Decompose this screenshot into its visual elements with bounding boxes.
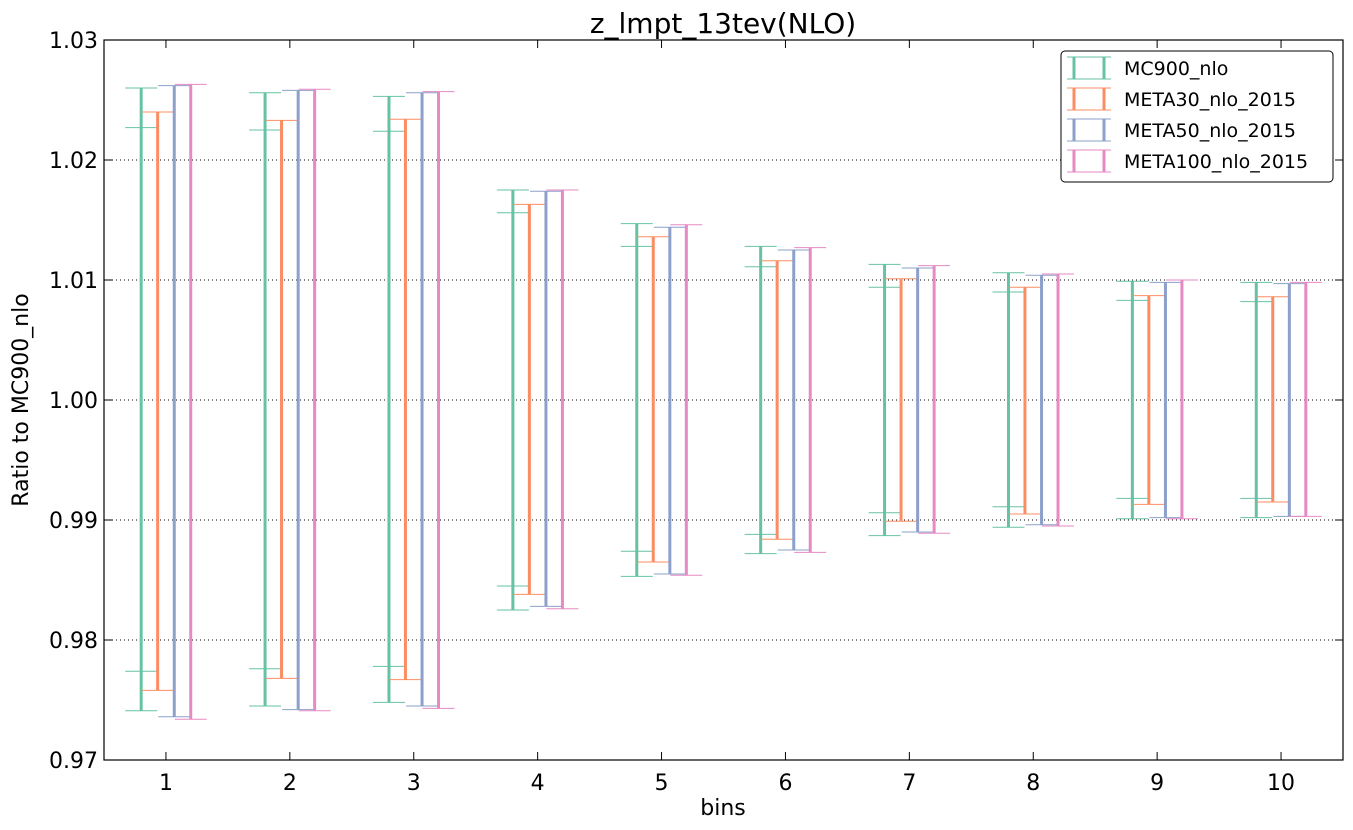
error-bar <box>125 87 158 712</box>
legend-label: MC900_nlo <box>1124 58 1228 80</box>
error-bar <box>777 249 810 551</box>
error-bar <box>992 272 1025 528</box>
error-bar <box>1042 273 1075 527</box>
legend: MC900_nlo META30_nlo_2015 META50_nlo_2015 M… <box>1060 50 1334 183</box>
error-bars <box>125 83 1322 720</box>
error-bar <box>1240 281 1273 519</box>
x-tick-label: 3 <box>407 771 421 796</box>
error-bar <box>1149 281 1182 519</box>
y-tick-label: 1.00 <box>49 389 98 414</box>
error-bar <box>670 224 703 576</box>
error-bar <box>158 85 191 718</box>
error-bar <box>637 236 670 563</box>
legend-entry: META100_nlo_2015 <box>1067 149 1308 173</box>
x-tick-label: 10 <box>1267 771 1295 796</box>
error-bar <box>1116 280 1149 520</box>
y-tick-label: 0.99 <box>49 509 98 534</box>
legend-box <box>1060 50 1334 183</box>
x-tick-label: 4 <box>531 771 545 796</box>
error-bar <box>653 226 686 575</box>
x-axis: 1 2 3 4 5 6 7 8 9 10 <box>159 40 1295 796</box>
error-bar <box>885 278 918 522</box>
error-bar <box>298 88 331 712</box>
error-bar <box>174 83 207 720</box>
legend-label: META30_nlo_2015 <box>1124 89 1296 111</box>
x-tick-label: 6 <box>778 771 792 796</box>
error-bar <box>901 267 934 533</box>
error-bar <box>141 111 174 691</box>
error-bar <box>546 189 579 610</box>
y-tick-label: 1.01 <box>49 269 98 294</box>
error-bar <box>794 247 827 553</box>
y-tick-label: 1.03 <box>49 29 98 54</box>
legend-entry: META50_nlo_2015 <box>1067 118 1296 142</box>
legend-label: META100_nlo_2015 <box>1124 151 1308 173</box>
error-bar <box>249 92 282 707</box>
y-tick-label: 1.02 <box>49 149 98 174</box>
error-bar <box>265 119 298 679</box>
legend-label: META50_nlo_2015 <box>1124 120 1296 142</box>
x-tick-label: 2 <box>283 771 297 796</box>
error-bar <box>1165 279 1198 520</box>
error-bar <box>529 190 562 607</box>
error-bar <box>1256 296 1289 503</box>
error-bar <box>389 118 422 681</box>
x-tick-label: 5 <box>655 771 669 796</box>
x-axis-label: bins <box>700 796 745 821</box>
error-bar <box>868 263 901 537</box>
y-tick-label: 0.97 <box>49 749 98 774</box>
legend-entry: META30_nlo_2015 <box>1067 87 1296 111</box>
error-bar <box>422 91 455 709</box>
error-bar <box>282 89 315 711</box>
error-bar <box>513 203 546 595</box>
error-bar <box>496 189 529 611</box>
error-bar <box>1132 295 1165 505</box>
error-bar <box>1008 286 1041 515</box>
error-bar <box>406 92 439 707</box>
x-tick-label: 9 <box>1150 771 1164 796</box>
error-bar <box>1289 281 1322 517</box>
y-axis-label: Ratio to MC900_nlo <box>9 293 34 506</box>
y-axis: 0.97 0.98 0.99 1.00 1.01 1.02 1.03 <box>49 29 1343 774</box>
error-bar <box>918 265 951 534</box>
error-bar <box>372 95 405 703</box>
error-bar <box>1025 274 1058 526</box>
chart-title: z_lmpt_13tev(NLO) <box>590 7 856 40</box>
error-bar <box>744 245 777 555</box>
y-tick-label: 0.98 <box>49 629 98 654</box>
error-bar <box>761 260 794 540</box>
x-tick-label: 1 <box>159 771 173 796</box>
error-bar <box>620 223 653 577</box>
x-tick-label: 7 <box>902 771 916 796</box>
legend-entry: MC900_nlo <box>1067 56 1228 80</box>
x-tick-label: 8 <box>1026 771 1040 796</box>
